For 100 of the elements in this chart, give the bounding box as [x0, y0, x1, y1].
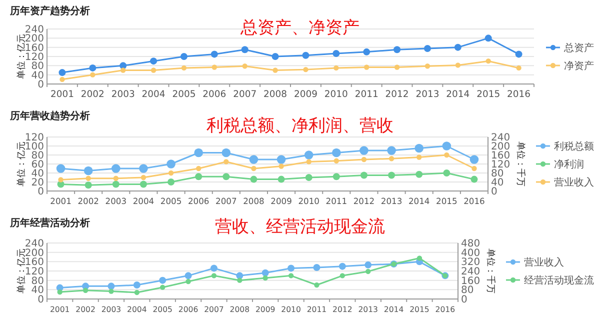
point: [454, 44, 462, 51]
point: [363, 48, 370, 56]
point: [84, 166, 93, 176]
point: [140, 174, 146, 180]
y2-tick-label: 0: [491, 186, 498, 198]
point: [210, 264, 218, 272]
point: [364, 261, 372, 268]
point: [288, 264, 295, 272]
legend-label: 利税总额: [554, 140, 594, 152]
point: [332, 50, 340, 58]
point: [251, 166, 256, 172]
point: [194, 148, 203, 158]
point: [365, 268, 371, 274]
x-tick-label: 2004: [142, 89, 166, 100]
x-tick-label: 2005: [160, 196, 182, 206]
point: [360, 146, 368, 155]
x-tick-label: 2005: [172, 89, 196, 100]
y-tick-label: 160: [24, 257, 44, 268]
point: [340, 273, 346, 278]
point: [140, 180, 147, 188]
point: [133, 282, 140, 288]
y-tick-label: 80: [31, 150, 44, 162]
y-tick-label: 80: [31, 276, 44, 287]
point: [237, 278, 242, 283]
y-tick-label: 0: [38, 294, 44, 306]
point: [150, 68, 156, 73]
y-tick-label: 120: [24, 52, 44, 63]
point: [82, 288, 88, 293]
point: [159, 276, 166, 284]
x-tick-label: 2003: [105, 196, 127, 206]
point: [57, 289, 62, 295]
y2-tick-label: 0: [461, 294, 468, 306]
point: [313, 264, 320, 271]
y2-tick-label: 480: [461, 238, 480, 250]
legend-label: 净利润: [554, 158, 584, 170]
y-tick-label: 60: [31, 160, 44, 170]
x-tick-label: 2004: [132, 196, 154, 206]
point: [388, 172, 396, 179]
point: [58, 177, 64, 182]
y-tick-label: 120: [24, 132, 44, 144]
y2-tick-label: 320: [461, 257, 480, 268]
point: [424, 44, 431, 52]
y2-tick-label: 240: [461, 266, 480, 278]
point: [288, 273, 294, 278]
y-tick-label: 0: [38, 186, 44, 198]
point: [364, 64, 370, 70]
chart-title: 历年营收趋势分析: [9, 110, 90, 122]
point: [334, 65, 339, 71]
point: [388, 156, 394, 162]
point: [180, 53, 188, 60]
point: [160, 284, 166, 290]
y2-tick-label: 200: [491, 142, 510, 152]
point: [262, 269, 269, 276]
point: [416, 170, 423, 178]
point: [196, 166, 202, 172]
y-tick-label: 240: [24, 238, 44, 250]
point: [443, 170, 450, 176]
y-tick-label: 40: [31, 168, 44, 180]
point: [222, 148, 231, 158]
y-axis-title: 单位：亿元: [16, 34, 27, 79]
x-tick-label: 2015: [476, 89, 500, 100]
point: [112, 164, 120, 173]
y2-axis-title: 单位：千万: [485, 248, 496, 294]
x-tick-label: 2002: [78, 196, 99, 206]
point: [394, 46, 401, 54]
y2-tick-label: 80: [461, 285, 474, 296]
legend-label: 总资产: [563, 42, 594, 54]
y2-tick-label: 80: [491, 168, 504, 180]
y-tick-label: 100: [24, 142, 44, 152]
point: [444, 152, 450, 158]
x-tick-label: 2007: [216, 196, 237, 206]
y2-tick-label: 160: [461, 276, 480, 287]
point: [168, 170, 174, 176]
point: [470, 176, 478, 183]
y-tick-label: 40: [31, 70, 44, 82]
point: [60, 76, 65, 82]
point: [249, 155, 258, 164]
point: [360, 172, 368, 179]
point: [212, 64, 218, 70]
point: [361, 156, 367, 162]
x-tick-label: 2016: [464, 196, 485, 206]
point: [272, 68, 278, 73]
point: [276, 155, 286, 164]
x-tick-label: 2006: [202, 89, 226, 100]
x-tick-label: 2009: [294, 89, 318, 100]
point: [250, 176, 258, 183]
y-axis-title: 单位：亿元: [16, 142, 27, 186]
y2-tick-label: 160: [491, 150, 510, 162]
x-tick-label: 2011: [354, 89, 378, 100]
point: [272, 53, 279, 60]
point: [306, 159, 312, 164]
legend-label: 营业收入: [554, 176, 594, 188]
x-tick-label: 2014: [446, 89, 470, 100]
point: [278, 164, 284, 169]
y-tick-label: 120: [24, 266, 44, 278]
legend-label: 净资产: [564, 60, 594, 72]
point: [338, 262, 346, 270]
point: [305, 174, 312, 181]
point: [168, 178, 175, 186]
point: [166, 160, 176, 168]
